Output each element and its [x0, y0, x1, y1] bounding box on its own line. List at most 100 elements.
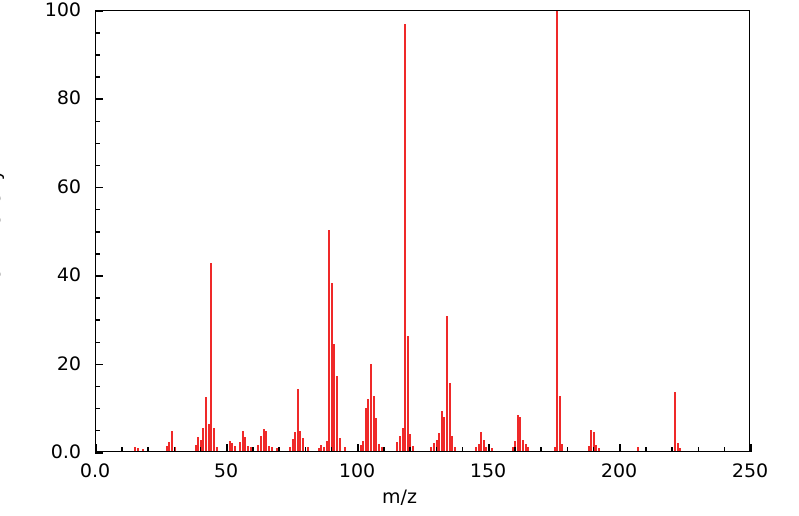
- y-tick: [95, 363, 103, 366]
- spectrum-peak: [556, 11, 559, 451]
- x-tick: [383, 447, 385, 452]
- spectrum-peak: [453, 446, 456, 451]
- spectrum-peak: [322, 446, 325, 451]
- spectrum-peak: [367, 398, 370, 451]
- y-tick: [95, 407, 100, 410]
- spectrum-peak: [406, 335, 409, 451]
- x-tick: [95, 444, 97, 452]
- spectrum-peak: [432, 442, 435, 451]
- spectrum-peak: [561, 444, 564, 451]
- spectrum-peak: [359, 444, 362, 451]
- spectrum-peak: [267, 445, 270, 451]
- spectrum-peak: [372, 395, 375, 451]
- x-tick: [671, 447, 673, 452]
- spectrum-peak: [524, 444, 527, 451]
- spectrum-peak: [231, 442, 234, 451]
- spectrum-peak: [364, 407, 367, 451]
- spectrum-peak: [396, 442, 399, 451]
- spectrum-peak: [412, 445, 415, 451]
- spectrum-peak: [519, 416, 522, 451]
- y-tick-label: 40: [56, 264, 81, 287]
- x-tick: [409, 447, 411, 452]
- spectrum-peak: [370, 364, 373, 451]
- plot-area: [95, 10, 750, 452]
- spectrum-peak: [328, 230, 331, 451]
- spectrum-peak: [404, 24, 407, 451]
- spectrum-peak: [197, 436, 200, 451]
- y-tick: [95, 142, 100, 145]
- spectrum-peak: [598, 447, 601, 451]
- spectrum-peak: [522, 439, 525, 451]
- x-tick: [488, 444, 490, 452]
- spectrum-peak: [212, 428, 215, 451]
- x-tick: [278, 447, 280, 452]
- spectrum-peak: [228, 441, 231, 451]
- spectrum-peak: [257, 444, 260, 451]
- spectrum-peak: [514, 441, 517, 451]
- spectrum-peak: [438, 433, 441, 451]
- y-tick: [95, 76, 100, 78]
- spectrum-peak: [676, 443, 679, 451]
- y-tick: [95, 208, 100, 211]
- spectrum-peak: [210, 263, 213, 451]
- spectrum-peak: [215, 446, 218, 451]
- spectrum-peak: [516, 414, 519, 451]
- spectrum-peak: [320, 445, 323, 451]
- spectrum-peak: [482, 439, 485, 451]
- y-tick: [95, 98, 103, 100]
- spectrum-peak: [338, 437, 341, 451]
- y-tick-label: 80: [56, 87, 81, 110]
- spectrum-peak: [207, 424, 210, 451]
- spectrum-peak: [590, 429, 593, 451]
- spectrum-peak: [199, 439, 202, 451]
- spectrum-peak: [296, 389, 299, 451]
- y-tick: [95, 164, 100, 167]
- spectrum-peak: [307, 447, 310, 451]
- spectrum-peak: [679, 447, 682, 451]
- y-tick: [95, 186, 103, 189]
- x-tick: [147, 447, 149, 452]
- spectrum-peak: [239, 441, 242, 451]
- x-tick: [304, 447, 307, 452]
- spectrum-peak: [291, 439, 294, 451]
- x-tick: [592, 447, 595, 452]
- y-tick: [95, 429, 100, 432]
- spectrum-peak: [558, 395, 561, 451]
- spectrum-peak: [377, 443, 380, 451]
- spectrum-peak: [333, 344, 336, 451]
- spectrum-peak: [430, 446, 433, 451]
- spectrum-peak: [474, 446, 477, 451]
- spectrum-peak: [299, 431, 302, 451]
- x-tick: [750, 444, 752, 452]
- x-tick: [226, 444, 228, 452]
- spectrum-peak: [527, 447, 530, 451]
- spectrum-peak: [343, 447, 346, 451]
- spectrum-peak: [265, 430, 268, 451]
- spectrum-peak: [511, 446, 514, 451]
- spectrum-peak: [170, 430, 173, 451]
- y-tick: [95, 32, 100, 34]
- x-tick: [199, 447, 202, 452]
- spectrum-peak: [270, 446, 273, 451]
- spectrum-peak: [375, 417, 378, 451]
- spectrum-peak: [168, 442, 171, 451]
- y-axis-title: Rel. Intensity: [0, 168, 5, 294]
- spectrum-peak: [440, 411, 443, 451]
- spectrum-peak: [202, 427, 205, 451]
- x-tick: [697, 447, 700, 452]
- spectrum-peak: [205, 396, 208, 451]
- x-tick: [435, 447, 438, 452]
- x-tick: [461, 447, 464, 452]
- spectrum-peak: [362, 441, 365, 451]
- x-tick: [173, 447, 176, 452]
- spectrum-peak: [288, 446, 291, 451]
- spectrum-peak: [485, 446, 488, 451]
- y-tick: [95, 341, 100, 344]
- spectrum-peak: [587, 445, 590, 451]
- spectrum-peak: [294, 432, 297, 451]
- y-tick: [95, 319, 100, 321]
- x-tick-label: 0.0: [79, 460, 111, 482]
- spectrum-peak: [246, 446, 249, 451]
- spectrum-peak: [446, 316, 449, 451]
- y-tick: [95, 297, 100, 299]
